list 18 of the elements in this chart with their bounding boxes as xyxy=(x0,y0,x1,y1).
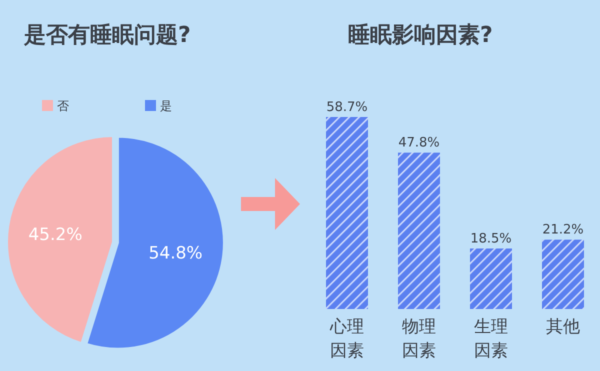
data-label: 21.2% xyxy=(542,222,584,238)
bar xyxy=(326,117,368,309)
bar xyxy=(398,152,440,309)
data-label: 18.5% xyxy=(470,231,512,246)
x-tick-label: 心理因素 xyxy=(329,317,364,361)
data-label: 58.7% xyxy=(326,100,368,115)
x-tick-label: 物理因素 xyxy=(402,317,436,361)
bar xyxy=(542,240,584,309)
data-label: 45.2% xyxy=(28,225,82,246)
x-tick-label: 生理因素 xyxy=(474,317,508,361)
bar xyxy=(470,248,512,309)
x-tick-label: 其他 xyxy=(546,317,580,337)
legend-label: 是 xyxy=(160,99,172,113)
chart-title: 是否有睡眠问题? xyxy=(23,23,191,48)
chart-title: 睡眠影响因素? xyxy=(348,23,493,48)
data-label: 47.8% xyxy=(398,136,440,151)
data-label: 54.8% xyxy=(148,244,203,264)
legend-label: 否 xyxy=(57,99,69,113)
